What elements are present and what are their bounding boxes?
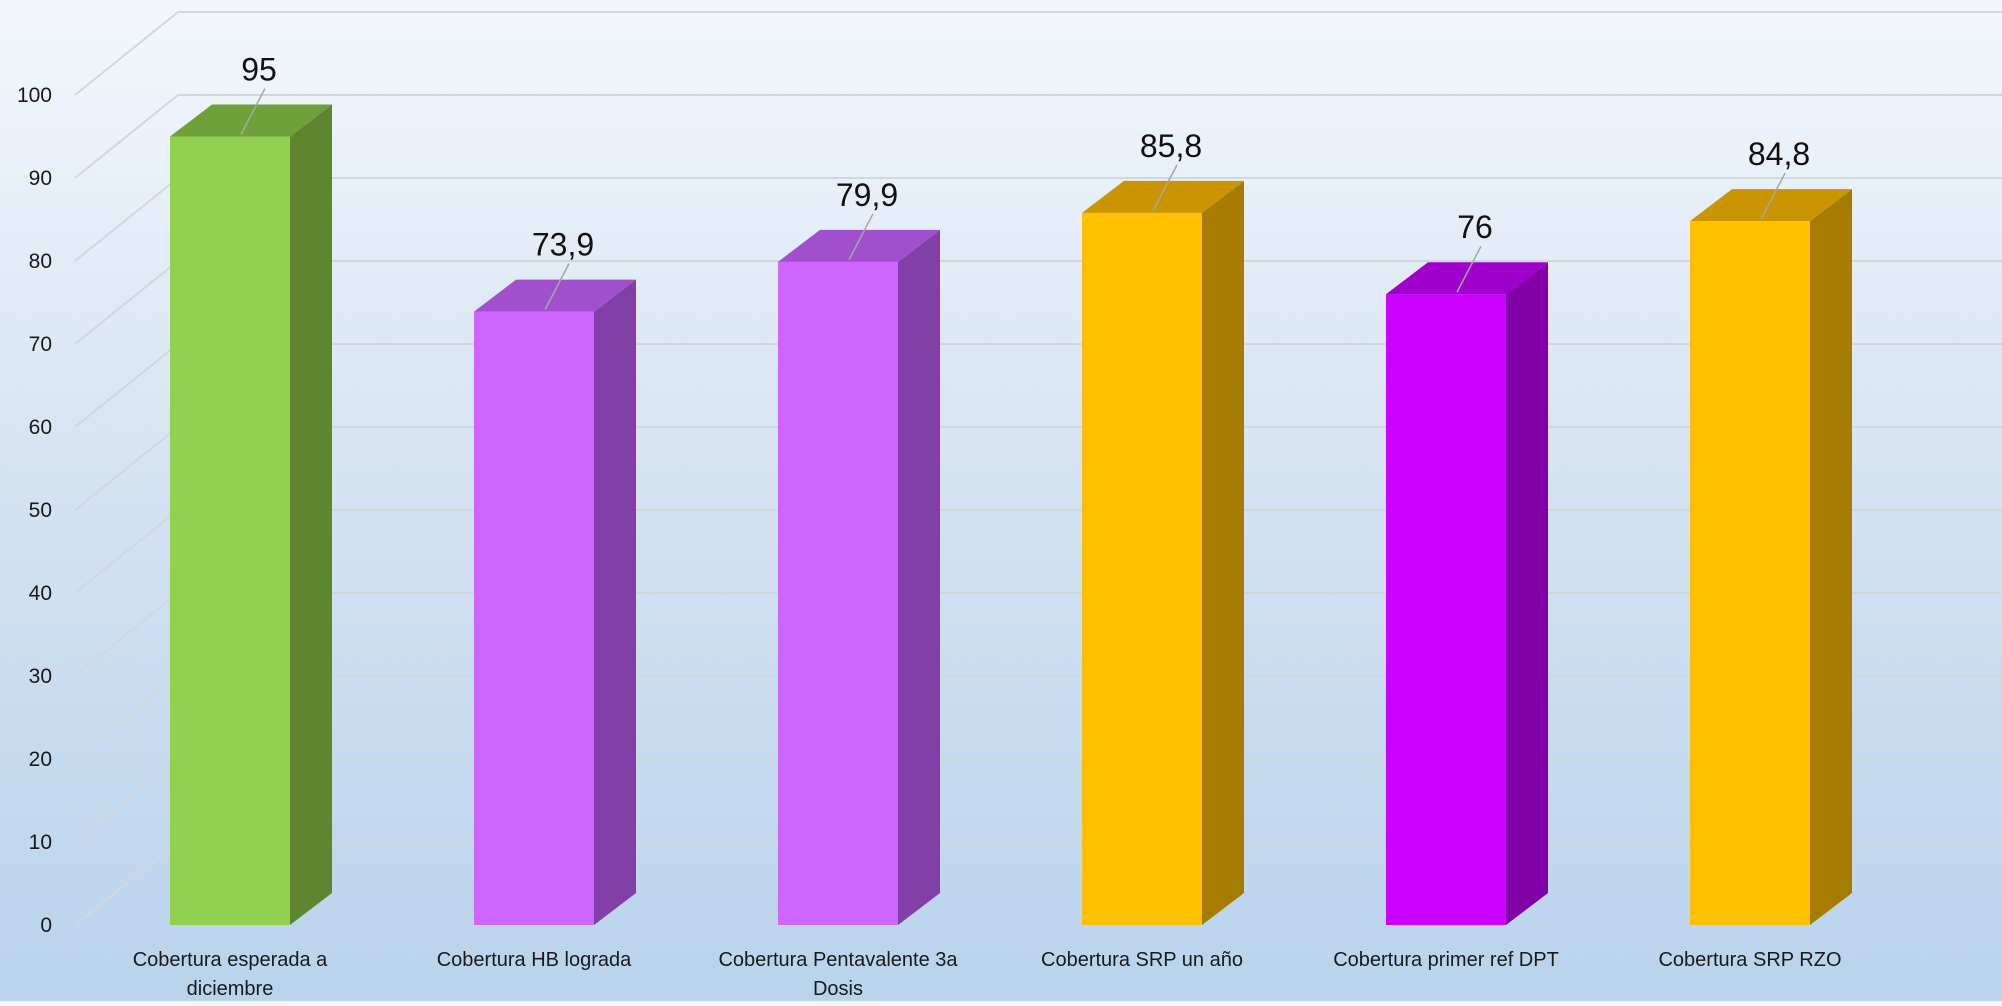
bar-side <box>594 279 636 925</box>
bar-top <box>1386 262 1548 295</box>
data-labels: 95 73,9 79,9 85,8 76 84,8 <box>240 52 1810 310</box>
gridline-diagonal <box>74 94 179 179</box>
data-label-leader <box>1760 172 1786 220</box>
gridline-diagonal <box>74 592 179 677</box>
bar <box>1690 189 1852 925</box>
x-tick-label: Cobertura Pentavalente 3a Dosis <box>718 949 958 1000</box>
bar-top <box>778 229 940 262</box>
gridline-diagonal <box>74 509 179 594</box>
bar <box>474 279 636 925</box>
y-axis: 0 10 20 30 40 50 60 70 80 90 100 <box>17 84 52 937</box>
y-tick-label: 20 <box>29 748 52 771</box>
data-label-leader <box>1456 245 1482 293</box>
bar-front <box>778 261 898 926</box>
data-label: 79,9 <box>836 177 898 213</box>
bar <box>778 229 940 926</box>
gridline-diagonal <box>74 11 179 96</box>
bar-side <box>898 229 940 925</box>
bar-top <box>1082 180 1244 213</box>
data-label-leader <box>544 263 570 310</box>
bar-side <box>290 104 332 925</box>
x-tick-label: Cobertura SRP un año <box>1041 949 1243 971</box>
y-tick-label: 60 <box>29 416 52 439</box>
x-tick-label: Cobertura esperada a diciembre <box>133 949 328 1000</box>
bar <box>1082 180 1244 926</box>
data-label: 85,8 <box>1140 128 1202 164</box>
data-label-leader <box>240 88 266 135</box>
data-label: 76 <box>1457 209 1493 245</box>
gridline-diagonal <box>74 177 179 262</box>
data-label-leader <box>1152 164 1178 212</box>
bar-front <box>1690 221 1810 925</box>
gridline-diagonal <box>74 343 179 428</box>
data-label: 84,8 <box>1748 136 1810 172</box>
x-axis: Cobertura esperada a diciembre Cobertura H… <box>133 949 1842 1000</box>
x-tick-label: Cobertura SRP RZO <box>1658 949 1841 971</box>
bar-top <box>1690 189 1852 222</box>
gridline-diagonal <box>74 675 179 760</box>
gridline-diagonal <box>74 841 179 926</box>
data-label: 95 <box>241 52 277 88</box>
bar-front <box>1082 212 1202 926</box>
y-tick-label: 70 <box>29 333 52 356</box>
bar-top <box>474 279 636 312</box>
bars <box>170 104 1852 926</box>
gridline-diagonal <box>74 758 179 843</box>
data-label: 73,9 <box>532 227 594 263</box>
x-tick-label: Cobertura primer ref DPT <box>1333 949 1559 971</box>
gridline-diagonal <box>74 260 179 345</box>
y-tick-label: 90 <box>29 167 52 190</box>
y-tick-label: 0 <box>40 914 52 937</box>
y-tick-label: 30 <box>29 665 52 688</box>
x-tick-label: Cobertura HB lograda <box>437 949 632 971</box>
bar-top <box>170 104 332 137</box>
bar-side <box>1202 180 1244 926</box>
bar-front <box>1386 294 1506 925</box>
bar <box>170 104 332 925</box>
bar-front <box>170 136 290 925</box>
y-tick-label: 40 <box>29 582 52 605</box>
y-tick-label: 80 <box>29 250 52 273</box>
y-tick-label: 100 <box>17 84 52 107</box>
bar-side <box>1810 189 1852 925</box>
y-tick-label: 50 <box>29 499 52 522</box>
bar-side <box>1506 262 1548 925</box>
y-tick-label: 10 <box>29 831 52 854</box>
bar <box>1386 262 1548 925</box>
data-label-leader <box>848 213 874 261</box>
gridline-diagonal <box>74 426 179 511</box>
bar-front <box>474 311 594 925</box>
